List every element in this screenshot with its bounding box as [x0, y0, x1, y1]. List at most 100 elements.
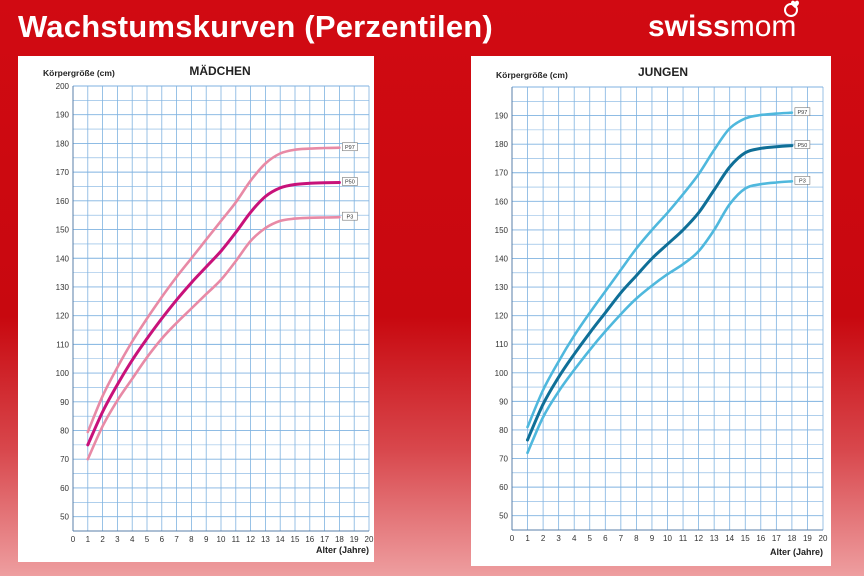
y-tick-label: 180 [56, 139, 70, 148]
data-point-p3 [744, 187, 747, 190]
x-tick-label: 5 [588, 534, 593, 543]
data-point-p50 [160, 317, 163, 320]
data-point-p50 [635, 274, 638, 277]
data-point-p50 [682, 229, 684, 231]
y-tick-label: 130 [495, 283, 509, 292]
data-point-p3 [713, 229, 716, 231]
y-tick-label: 90 [499, 397, 508, 406]
data-point-p3 [338, 216, 341, 219]
series-line-p3 [86, 215, 341, 461]
data-point-p97 [744, 117, 747, 120]
data-point-p97 [279, 152, 282, 155]
x-tick-label: 0 [510, 534, 515, 543]
data-point-p3 [619, 313, 622, 316]
data-point-p50 [264, 195, 267, 198]
svg-text:P50: P50 [345, 180, 355, 186]
data-point-p50 [759, 147, 762, 150]
data-point-p50 [279, 187, 282, 189]
growth-chart-boys: 5060708090100110120130140150160170180190… [495, 65, 828, 557]
data-point-p50 [557, 376, 560, 378]
chart-title: JUNGEN [638, 65, 688, 79]
data-point-p97 [775, 112, 778, 115]
svg-text:P97: P97 [798, 110, 808, 116]
y-tick-label: 190 [56, 111, 70, 120]
x-tick-label: 18 [335, 535, 344, 544]
data-point-p3 [728, 203, 731, 206]
y-axis-label: Körpergröße (cm) [43, 68, 115, 78]
series-line-p50 [526, 144, 794, 442]
data-point-p97 [234, 201, 237, 204]
data-point-p97 [205, 238, 208, 241]
y-tick-label: 170 [495, 169, 509, 178]
x-tick-label: 11 [679, 534, 688, 543]
x-tick-label: 3 [556, 534, 561, 543]
x-tick-label: 10 [663, 534, 672, 543]
x-tick-label: 16 [305, 535, 314, 544]
data-point-p97 [728, 127, 731, 130]
data-point-p3 [190, 307, 193, 310]
series-line-p3 [526, 180, 794, 455]
data-point-p3 [557, 390, 560, 393]
data-point-p3 [651, 284, 653, 287]
data-point-p50 [205, 265, 208, 268]
data-point-p50 [651, 257, 653, 260]
y-tick-label: 180 [495, 140, 509, 149]
data-point-p50 [146, 337, 148, 340]
y-tick-label: 110 [56, 340, 69, 349]
data-point-p97 [697, 173, 700, 176]
data-point-p3 [294, 217, 296, 220]
chart-title: MÄDCHEN [189, 63, 250, 78]
series-label-p3: P3 [342, 211, 358, 221]
x-tick-label: 9 [204, 535, 209, 544]
chart-panel-girls: 50 60 70 80 90 100 110 120 130 140 150 160 170 180 190… [18, 56, 374, 562]
data-point-p97 [682, 193, 684, 196]
series-label-p50: P50 [794, 140, 811, 149]
data-point-p50 [791, 144, 793, 147]
y-tick-label: 160 [56, 197, 70, 206]
data-point-p3 [635, 297, 638, 300]
data-point-p50 [234, 231, 237, 234]
data-point-p97 [651, 229, 653, 231]
data-point-p3 [775, 181, 778, 184]
data-point-p97 [323, 147, 326, 149]
data-point-p50 [190, 281, 193, 284]
brand-logo: swiss mom [648, 0, 800, 44]
y-tick-label: 80 [499, 426, 508, 435]
x-tick-label: 14 [725, 534, 734, 543]
data-point-p97 [160, 296, 163, 298]
data-point-p3 [86, 458, 89, 461]
data-point-p97 [116, 366, 119, 369]
x-tick-label: 5 [145, 535, 150, 544]
data-point-p50 [713, 188, 716, 191]
x-tick-label: 6 [603, 534, 608, 543]
data-point-p50 [294, 183, 296, 186]
y-tick-label: 140 [56, 254, 70, 263]
y-tick-label: 70 [499, 455, 508, 464]
data-point-p50 [249, 211, 252, 214]
series-label-p97: P97 [342, 142, 358, 152]
data-point-p50 [86, 443, 89, 446]
data-point-p97 [308, 147, 311, 150]
y-tick-label: 190 [495, 112, 509, 121]
data-point-p3 [101, 425, 104, 428]
data-point-p50 [666, 243, 669, 246]
x-tick-label: 7 [174, 535, 179, 544]
x-tick-label: 9 [650, 534, 655, 543]
data-point-p3 [542, 416, 544, 419]
x-tick-label: 3 [115, 535, 120, 544]
data-point-p3 [175, 321, 178, 324]
data-point-p50 [175, 298, 178, 301]
x-tick-label: 12 [246, 535, 255, 544]
x-tick-label: 4 [130, 535, 135, 544]
data-point-p3 [205, 293, 208, 296]
data-point-p97 [557, 360, 560, 363]
data-point-p3 [682, 263, 684, 266]
svg-text:P3: P3 [799, 179, 806, 185]
page-title: Wachstumskurven (Perzentilen) [18, 9, 493, 44]
data-point-p3 [220, 278, 222, 281]
y-tick-label: 70 [60, 455, 69, 464]
brand-logo-light: mom [730, 0, 800, 44]
data-point-p3 [279, 220, 282, 222]
x-axis-label: Alter (Jahre) [316, 545, 369, 555]
x-tick-label: 14 [276, 535, 285, 544]
